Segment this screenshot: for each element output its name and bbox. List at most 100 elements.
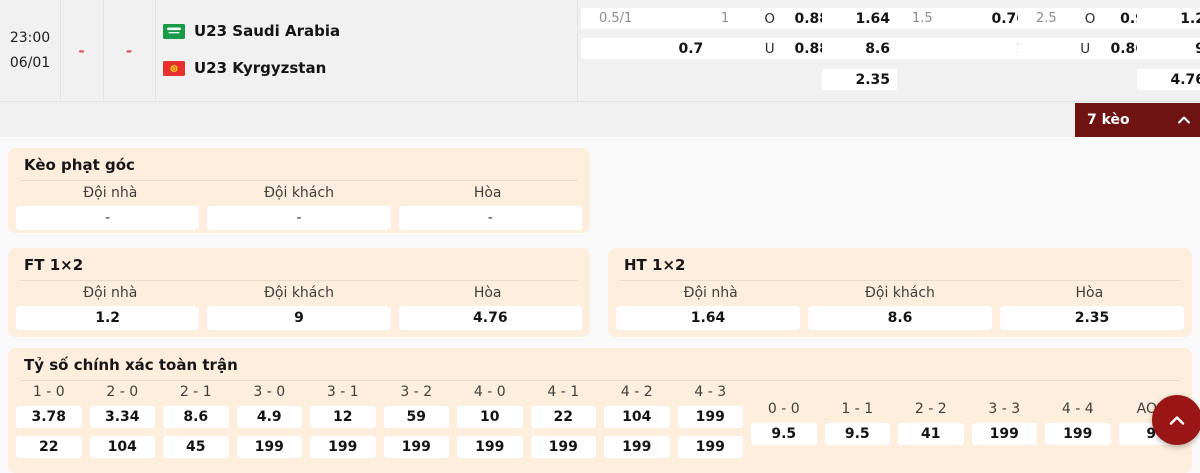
score-odds[interactable]: 104 xyxy=(89,436,155,458)
ft-1x2-card: FT 1×2 Đội nhà Đội khách Hòa 1.2 9 4.76 xyxy=(8,248,590,337)
score-header: 2 - 1 xyxy=(179,384,212,400)
match-strip: 23:00 06/01 - - U23 Saudi Arabia U23 Kyr… xyxy=(0,0,1200,137)
odds-cell-x12-b-away[interactable]: 9 xyxy=(1137,38,1200,59)
saudi-arabia-flag-icon xyxy=(163,23,185,39)
score-odds[interactable]: 41 xyxy=(898,423,964,445)
draw-header: Hòa xyxy=(1075,285,1104,301)
correct-score-col: 2 - 0 3.34 104 xyxy=(89,383,155,466)
score-odds[interactable]: 199 xyxy=(310,436,376,458)
away-header: Đội khách xyxy=(865,285,935,301)
away-score: - xyxy=(125,41,133,60)
score-odds[interactable]: 199 xyxy=(1045,423,1111,445)
score-odds[interactable]: 3.34 xyxy=(89,406,155,428)
correct-score-col: 3 - 0 4.9 199 xyxy=(236,383,302,466)
odds-value: 0.76 xyxy=(991,10,1026,27)
odds-value: 1.64 xyxy=(855,10,890,27)
ft-away-odds[interactable]: 9 xyxy=(207,306,391,330)
score-odds[interactable]: 4.9 xyxy=(236,406,302,428)
correct-score-col: 4 - 0 10 199 xyxy=(457,383,523,466)
score-odds[interactable]: 59 xyxy=(383,406,449,428)
kyrgyzstan-flag-icon xyxy=(163,60,185,76)
odds-collapse-bar[interactable]: 7 kèo xyxy=(1075,103,1200,137)
odds-cell-ou-b-under[interactable]: U 0.86 xyxy=(1018,38,1158,59)
score-odds[interactable]: 199 xyxy=(457,436,523,458)
odds-value: 0.88 xyxy=(794,40,829,57)
score-odds[interactable]: 199 xyxy=(383,436,449,458)
corner-home-odds[interactable]: - xyxy=(16,206,200,230)
section-title: Tỷ số chính xác toàn trận xyxy=(24,356,238,374)
score-header: 4 - 4 xyxy=(1061,401,1094,417)
scroll-to-top-button[interactable] xyxy=(1152,395,1200,445)
score-odds[interactable]: 12 xyxy=(310,406,376,428)
correct-score-col: 4 - 2 104 199 xyxy=(604,383,670,466)
odds-count-label: 7 kèo xyxy=(1087,112,1130,128)
divider xyxy=(20,380,1180,381)
draw-header: Hòa xyxy=(473,285,502,301)
handicap-line: 0.5/1 xyxy=(599,11,633,26)
score-odds[interactable]: 8.6 xyxy=(163,406,229,428)
odds-cell-x12-a-away[interactable]: 8.6 xyxy=(822,38,897,59)
score-odds[interactable]: 22 xyxy=(530,406,596,428)
score-header: 4 - 1 xyxy=(547,384,580,400)
corner-away-odds[interactable]: - xyxy=(207,206,391,230)
score-odds[interactable]: 10 xyxy=(457,406,523,428)
score-odds[interactable]: 199 xyxy=(604,436,670,458)
ht-home-odds[interactable]: 1.64 xyxy=(616,306,800,330)
divider xyxy=(20,180,578,181)
match-date: 06/01 xyxy=(9,55,51,71)
odds-cell-ou-a-over[interactable]: 1 O 0.88 xyxy=(703,8,842,29)
draw-score-col: 4 - 4 199 xyxy=(1045,400,1111,466)
score-odds[interactable]: 3.78 xyxy=(16,406,82,428)
ht-1x2-card: HT 1×2 Đội nhà Đội khách Hòa 1.64 8.6 2.… xyxy=(608,248,1192,337)
odds-value: 4.76 xyxy=(1170,71,1200,88)
ht-draw-odds[interactable]: 2.35 xyxy=(1000,306,1184,330)
under-label: U xyxy=(764,40,775,57)
score-odds[interactable]: 199 xyxy=(677,436,743,458)
score-odds[interactable]: 9.5 xyxy=(824,423,890,445)
divider xyxy=(620,280,1180,281)
odds-cell-x12-a-home[interactable]: 1.64 xyxy=(822,8,897,29)
divider xyxy=(20,280,578,281)
odds-cell-x12-a-draw[interactable]: 2.35 xyxy=(822,69,897,90)
odds-value: 9 xyxy=(1195,41,1200,57)
correct-score-col: 4 - 3 199 199 xyxy=(677,383,743,466)
odds-cell-hdp-b-home[interactable]: 1.5 0.76 xyxy=(894,8,1039,29)
draw-score-col: 1 - 1 9.5 xyxy=(824,400,890,466)
away-team-name: U23 Kyrgyzstan xyxy=(194,59,327,77)
over-label: O xyxy=(1084,10,1096,27)
correct-score-col: 3 - 1 12 199 xyxy=(310,383,376,466)
section-title: HT 1×2 xyxy=(624,256,686,274)
score-odds[interactable]: 199 xyxy=(677,406,743,428)
score-odds[interactable]: 45 xyxy=(163,436,229,458)
score-odds[interactable]: 104 xyxy=(604,406,670,428)
away-header: Đội khách xyxy=(264,285,334,301)
score-odds[interactable]: 199 xyxy=(971,423,1037,445)
correct-score-col: 2 - 1 8.6 45 xyxy=(163,383,229,466)
draw-score-col: 2 - 2 41 xyxy=(898,400,964,466)
score-header: 1 - 0 xyxy=(32,384,65,400)
odds-value: 8.6 xyxy=(865,40,890,57)
corner-odds-card: Kèo phạt góc Đội nhà Đội khách Hòa - - - xyxy=(8,148,590,233)
score-header: 4 - 2 xyxy=(620,384,653,400)
score-odds[interactable]: 9.5 xyxy=(751,423,817,445)
score-odds[interactable]: 22 xyxy=(16,436,82,458)
away-team-row[interactable]: U23 Kyrgyzstan xyxy=(163,58,326,78)
ft-draw-odds[interactable]: 4.76 xyxy=(398,306,582,330)
corner-draw-odds[interactable]: - xyxy=(398,206,582,230)
ft-home-odds[interactable]: 1.2 xyxy=(16,306,200,330)
section-title: Kèo phạt góc xyxy=(24,156,135,174)
correct-score-col: 4 - 1 22 199 xyxy=(530,383,596,466)
odds-cell-ou-a-under[interactable]: U 0.88 xyxy=(703,38,842,59)
score-header: 2 - 0 xyxy=(106,384,139,400)
section-title: FT 1×2 xyxy=(24,256,84,274)
chevron-up-icon xyxy=(1178,116,1190,124)
score-odds[interactable]: 199 xyxy=(236,436,302,458)
draw-header: Hòa xyxy=(473,185,502,201)
home-score: - xyxy=(78,41,85,60)
odds-cell-x12-b-home[interactable]: 1.2 xyxy=(1137,8,1200,29)
odds-cell-x12-b-draw[interactable]: 4.76 xyxy=(1137,69,1200,90)
ht-away-odds[interactable]: 8.6 xyxy=(808,306,992,330)
score-odds[interactable]: 199 xyxy=(530,436,596,458)
score-header: 3 - 1 xyxy=(326,384,359,400)
home-team-row[interactable]: U23 Saudi Arabia xyxy=(163,21,340,41)
